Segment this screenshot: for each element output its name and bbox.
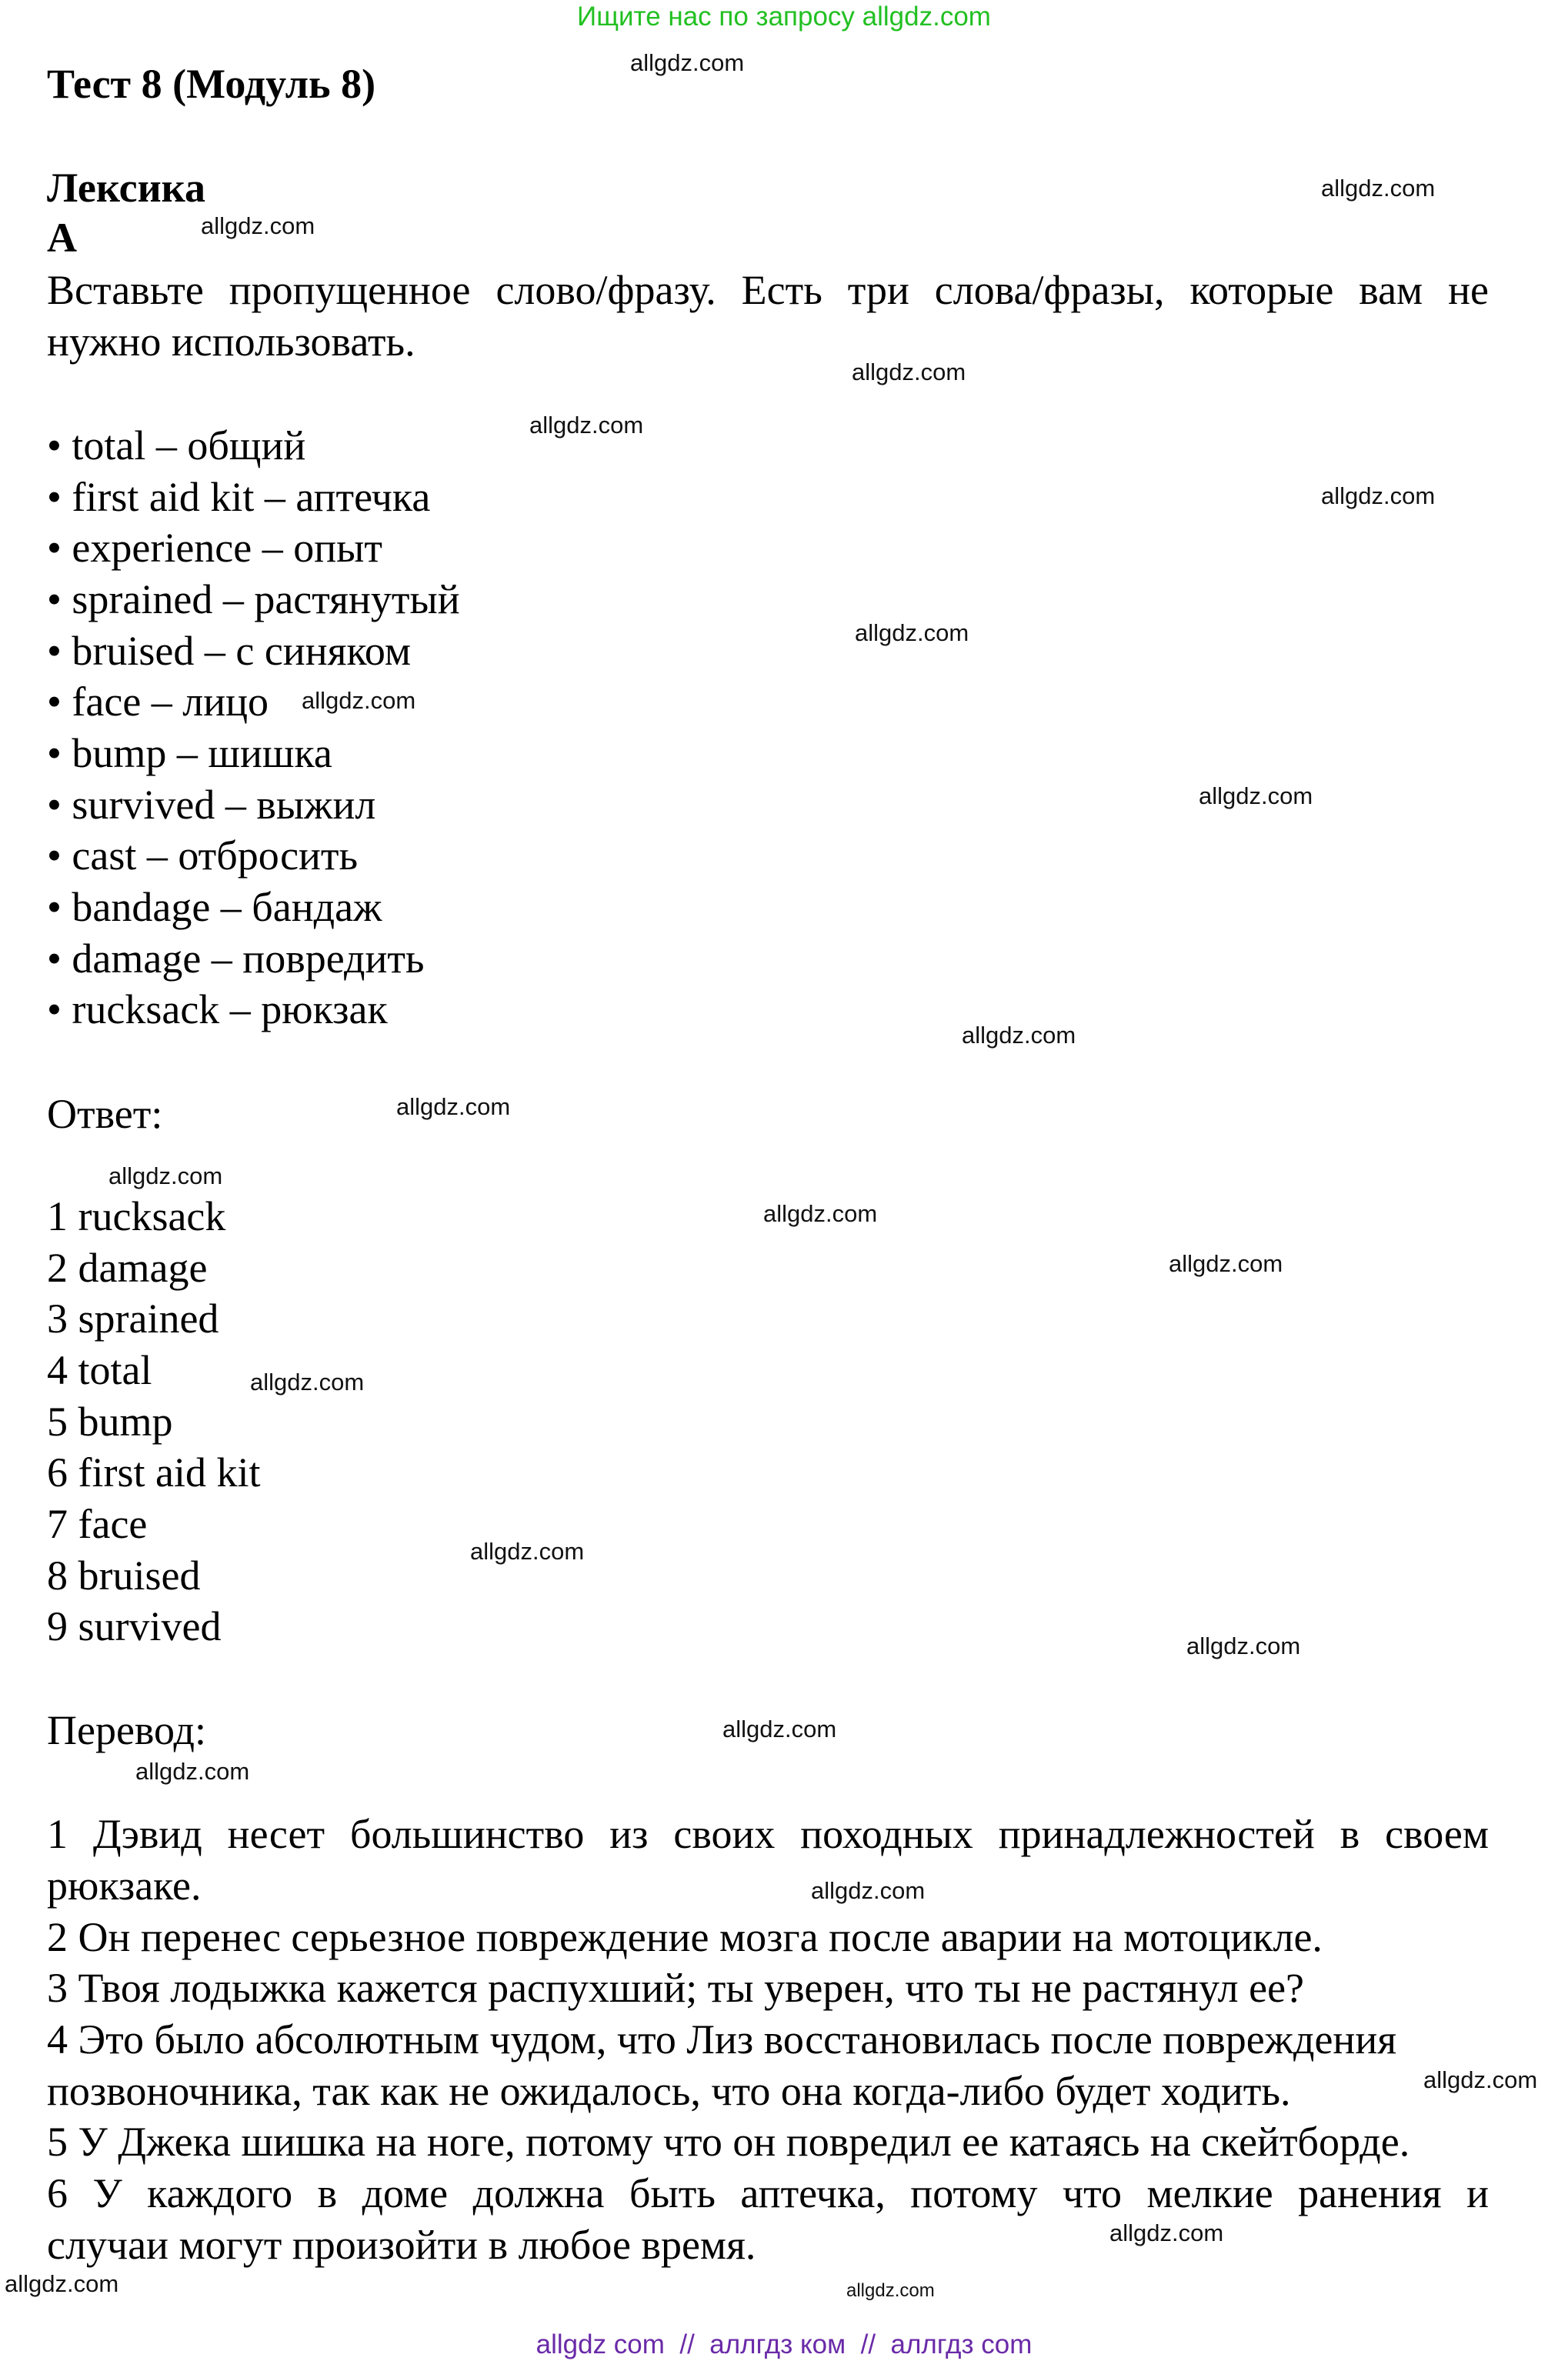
watermark: allgdz.com <box>630 49 745 76</box>
answer-item: 8 bruised <box>47 1552 201 1599</box>
translation-line: позвоночника, так как не ожидалось, что … <box>47 2068 1291 2114</box>
translation-line: 4 Это было абсолютным чудом, что Лиз вос… <box>47 2016 1397 2063</box>
footer-banner[interactable]: allgdz com // аллгдз ком // аллгдз com <box>535 2329 1033 2359</box>
watermark: allgdz.com <box>1186 1632 1301 1659</box>
list-item: • rucksack – рюкзак <box>47 986 388 1032</box>
translation-label: Перевод: <box>47 1707 206 1753</box>
translation-line: случаи могут произойти в любое время. <box>47 2222 756 2268</box>
list-item: • survived – выжил <box>47 782 376 828</box>
list-item: • first aid kit – аптечка <box>47 474 431 520</box>
watermark: allgdz.com <box>852 358 966 385</box>
list-item: • damage – повредить <box>47 935 425 982</box>
watermark: allgdz.com <box>302 687 416 714</box>
list-item: • experience – опыт <box>47 525 383 571</box>
list-item: • bump – шишка <box>47 730 332 776</box>
answer-label: Ответ: <box>47 1091 163 1137</box>
watermark: allgdz.com <box>855 619 969 646</box>
instruction-line-2: нужно использовать. <box>47 318 415 365</box>
translation-line: 2 Он перенес серьезное повреждение мозга… <box>47 1914 1323 1960</box>
part-heading: A <box>47 215 77 261</box>
list-item: • cast – отбросить <box>47 832 359 879</box>
instruction-line-1: Вставьте пропущенное слово/фразу. Есть т… <box>47 267 1489 313</box>
answer-item: 1 rucksack <box>47 1193 226 1239</box>
watermark: allgdz.com <box>763 1200 878 1227</box>
watermark: allgdz.com <box>1321 482 1436 509</box>
answer-item: 4 total <box>47 1347 152 1393</box>
translation-line: 3 Твоя лодыжка кажется распухший; ты уве… <box>47 1965 1305 2011</box>
list-item: • sprained – растянутый <box>47 576 460 622</box>
watermark: allgdz.com <box>250 1369 365 1396</box>
answer-item: 2 damage <box>47 1245 208 1291</box>
watermark: allgdz.com <box>1169 1250 1283 1277</box>
watermark: allgdz.com <box>811 1877 926 1904</box>
watermark: allgdz.com <box>396 1093 511 1120</box>
watermark: allgdz.com <box>108 1162 223 1189</box>
watermark: allgdz.com <box>470 1538 585 1565</box>
answer-item: 3 sprained <box>47 1296 219 1342</box>
translation-line: 5 У Джека шишка на ноге, потому что он п… <box>47 2119 1410 2165</box>
section-heading: Лексика <box>47 165 205 211</box>
answer-item: 9 survived <box>47 1603 222 1649</box>
watermark: allgdz.com <box>5 2270 119 2297</box>
header-banner[interactable]: Ищите нас по запросу allgdz.com <box>577 2 991 32</box>
list-item: • face – лицо <box>47 679 269 725</box>
watermark: allgdz.com <box>962 1022 1076 1049</box>
watermark: allgdz.com <box>529 412 644 439</box>
translation-line: 1 Дэвид несет большинство из своих поход… <box>47 1811 1489 1857</box>
answer-item: 5 bump <box>47 1399 173 1445</box>
watermark: allgdz.com <box>846 2280 935 2301</box>
watermark: allgdz.com <box>135 1758 250 1785</box>
watermark: allgdz.com <box>1423 2066 1538 2093</box>
watermark: allgdz.com <box>1321 175 1436 202</box>
answer-item: 7 face <box>47 1501 148 1547</box>
watermark: allgdz.com <box>1109 2219 1224 2246</box>
translation-line: 6 У каждого в доме должна быть аптечка, … <box>47 2170 1489 2216</box>
watermark: allgdz.com <box>201 212 315 239</box>
translation-line: рюкзаке. <box>47 1862 202 1909</box>
list-item: • bruised – с синяком <box>47 628 412 674</box>
list-item: • total – общий <box>47 422 306 469</box>
answer-item: 6 first aid kit <box>47 1449 261 1496</box>
watermark: allgdz.com <box>1199 782 1313 809</box>
list-item: • bandage – бандаж <box>47 884 382 930</box>
watermark: allgdz.com <box>722 1716 837 1742</box>
page-title: Тест 8 (Модуль 8) <box>47 61 376 107</box>
